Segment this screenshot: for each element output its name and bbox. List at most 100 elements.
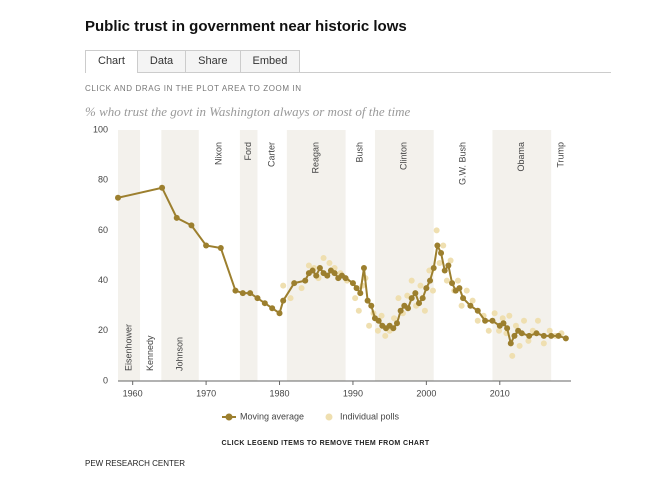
president-label: Johnson: [174, 337, 184, 371]
average-point: [313, 272, 320, 279]
tab[interactable]: Chart: [85, 50, 138, 73]
average-point: [349, 280, 356, 287]
x-tick-label: 1970: [196, 388, 216, 398]
average-point: [438, 249, 445, 256]
average-point: [427, 277, 434, 284]
average-point: [449, 280, 456, 287]
legend-note: CLICK LEGEND ITEMS TO REMOVE THEM FROM C…: [221, 440, 430, 447]
president-label: Ford: [243, 142, 253, 161]
president-label: Kennedy: [145, 335, 155, 371]
average-point: [375, 317, 382, 324]
title: Public trust in government near historic…: [85, 18, 407, 35]
poll-point: [440, 242, 447, 249]
president-label: Carter: [267, 142, 277, 167]
average-point: [232, 287, 239, 294]
poll-point: [512, 322, 519, 329]
legend-item[interactable]: Moving average: [222, 411, 304, 421]
average-point: [360, 265, 367, 272]
y-tick-label: 100: [93, 124, 108, 134]
source: PEW RESEARCH CENTER: [85, 459, 186, 468]
poll-point: [540, 340, 547, 347]
poll-point: [391, 315, 398, 322]
average-point: [324, 272, 331, 279]
president-label: Bush: [355, 142, 365, 163]
average-point: [416, 300, 423, 307]
poll-point: [320, 255, 327, 262]
average-point: [261, 300, 268, 307]
poll-point: [382, 332, 389, 339]
president-label: Clinton: [399, 142, 409, 170]
average-point: [269, 305, 276, 312]
term-band: [286, 130, 346, 381]
president-label: G.W. Bush: [457, 142, 467, 185]
average-point: [500, 320, 507, 327]
average-point: [511, 332, 518, 339]
average-point: [247, 290, 254, 297]
poll-point: [287, 295, 294, 302]
tab[interactable]: Embed: [239, 50, 301, 72]
poll-point: [509, 352, 516, 359]
legend-item[interactable]: Individual polls: [325, 411, 400, 421]
average-point: [188, 222, 195, 229]
poll-point: [534, 317, 541, 324]
poll-point: [499, 315, 506, 322]
average-point: [489, 317, 496, 324]
poll-point: [355, 307, 362, 314]
poll-point: [454, 277, 461, 284]
legend-marker: [225, 413, 233, 421]
average-point: [353, 285, 360, 292]
average-point: [115, 194, 121, 201]
instruction: CLICK AND DRAG IN THE PLOT AREA TO ZOOM …: [85, 84, 302, 93]
president-label: Eisenhower: [123, 324, 133, 371]
average-point: [474, 307, 481, 314]
term-band: [374, 130, 434, 381]
legend-label: Moving average: [240, 411, 304, 421]
president-label: Trump: [555, 142, 565, 168]
average-point: [302, 277, 309, 284]
poll-point: [426, 267, 433, 274]
average-point: [540, 332, 547, 339]
legend-label: Individual polls: [340, 411, 400, 421]
average-point: [159, 184, 166, 191]
poll-point: [352, 295, 359, 302]
poll-point: [417, 282, 424, 289]
y-tick-label: 60: [98, 225, 108, 235]
average-point: [342, 275, 349, 282]
average-point: [548, 332, 555, 339]
average-point: [280, 297, 287, 304]
term-band: [492, 130, 552, 381]
poll-point: [433, 227, 440, 234]
term-band: [239, 130, 258, 381]
y-tick-label: 20: [98, 325, 108, 335]
poll-point: [408, 277, 415, 284]
poll-point: [474, 317, 481, 324]
term-band: [161, 130, 199, 381]
average-point: [482, 317, 489, 324]
average-point: [254, 295, 261, 302]
average-point: [217, 244, 224, 251]
poll-point: [421, 307, 428, 314]
average-point: [445, 262, 452, 269]
average-point: [397, 307, 404, 314]
president-label: Reagan: [311, 142, 321, 174]
average-point: [364, 297, 371, 304]
average-point: [393, 320, 400, 327]
y-tick-label: 80: [98, 175, 108, 185]
tab[interactable]: Share: [185, 50, 241, 72]
poll-point: [378, 312, 385, 319]
tabs: Chart Data Share Embed: [85, 50, 611, 73]
average-point: [507, 340, 514, 347]
term-band: [118, 130, 141, 381]
average-point: [504, 325, 511, 332]
poll-point: [280, 282, 287, 289]
poll-point: [463, 287, 470, 294]
average-point: [291, 280, 298, 287]
poll-point: [491, 310, 498, 317]
average-point: [276, 310, 283, 317]
poll-point: [366, 322, 373, 329]
average-point: [533, 330, 540, 337]
x-tick-label: 1960: [123, 388, 143, 398]
average-point: [239, 290, 246, 297]
average-point: [203, 242, 210, 249]
